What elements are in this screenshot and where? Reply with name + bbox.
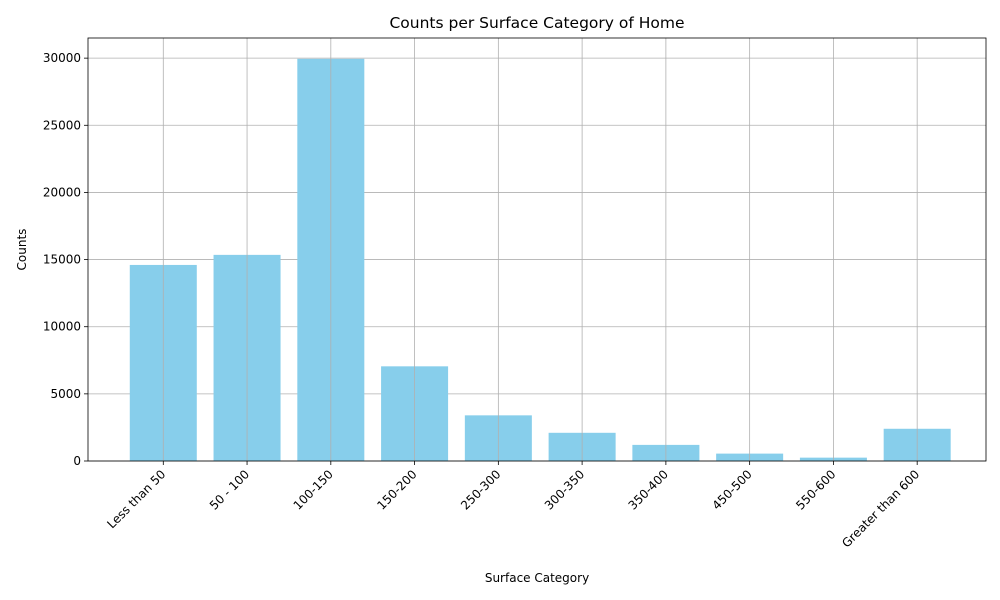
y-tick-label: 5000 — [50, 387, 81, 401]
y-tick-label: 20000 — [43, 185, 81, 199]
y-tick-label: 0 — [73, 454, 81, 468]
y-tick-label: 15000 — [43, 253, 81, 267]
y-tick-label: 10000 — [43, 320, 81, 334]
plot-frame — [87, 37, 987, 462]
chart-title: Counts per Surface Category of Home — [389, 14, 684, 32]
y-axis-label: Counts — [15, 229, 29, 271]
x-axis-label: Surface Category — [485, 571, 589, 585]
vertical-grid-lines — [162, 38, 918, 461]
y-tick-label: 30000 — [43, 51, 81, 65]
y-tick-label: 25000 — [43, 118, 81, 132]
